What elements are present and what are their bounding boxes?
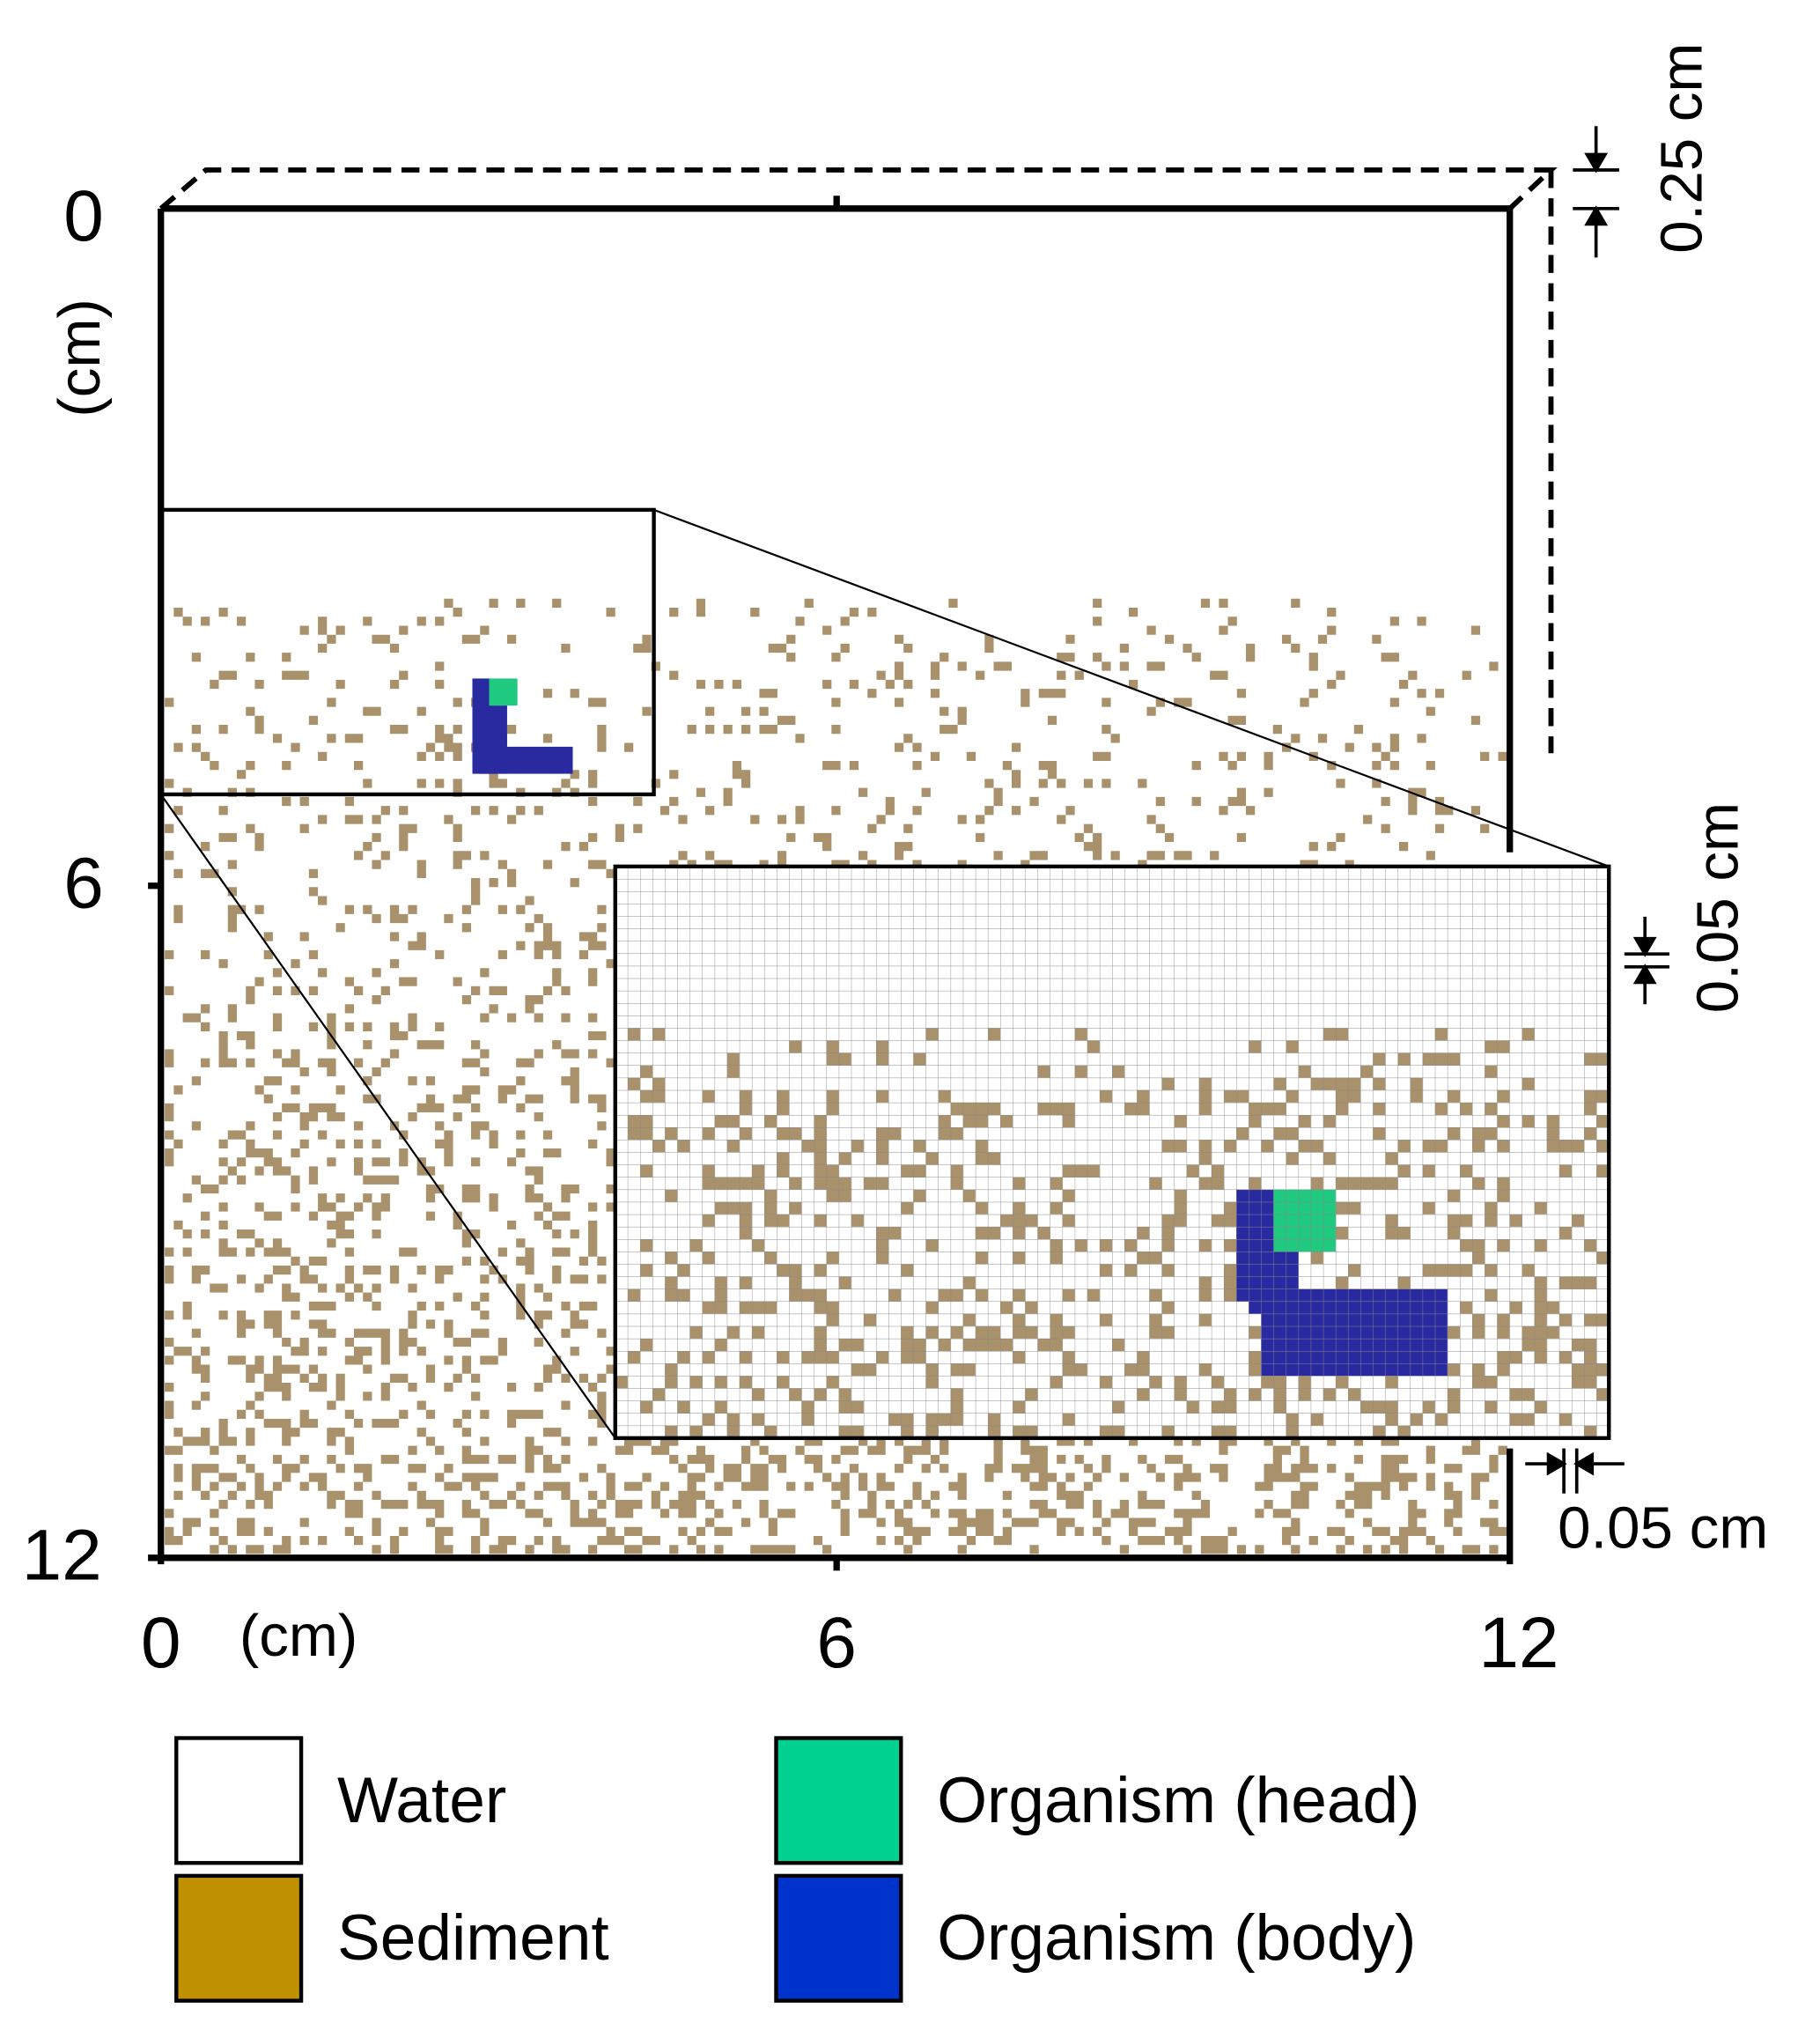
annotation: 0.25 cm <box>1649 43 1715 254</box>
legend-swatch <box>774 1873 903 2003</box>
zoom-region <box>158 507 656 797</box>
sediment-cells <box>165 598 1507 1554</box>
legend-swatch <box>174 1873 304 2003</box>
legend-label: Water <box>337 1765 506 1836</box>
depth-frame <box>158 167 1558 754</box>
organism-small <box>472 678 573 774</box>
dimension-marks <box>1525 126 1669 1494</box>
x-tick-label: 6 <box>816 1603 857 1683</box>
annotation: 0.05 cm <box>1685 802 1751 1013</box>
x-tick-label: 12 <box>1478 1603 1558 1683</box>
sediment-field <box>165 598 1507 1554</box>
annotation: 0.05 cm <box>1558 1495 1768 1561</box>
y-unit: (cm) <box>47 299 113 417</box>
legend-label: Organism (head) <box>937 1765 1419 1836</box>
legend-swatch <box>774 1736 903 1865</box>
legend-label: Organism (body) <box>937 1902 1416 1974</box>
y-tick-label: 12 <box>22 1515 102 1595</box>
zoom-lines <box>159 508 1610 1439</box>
legend-label: Sediment <box>337 1902 609 1974</box>
y-tick-label: 0 <box>63 176 104 256</box>
zoom-inset <box>613 864 1611 1441</box>
domain-frame <box>148 196 1514 1571</box>
x-tick-label: 0 <box>141 1603 181 1683</box>
y-tick-label: 6 <box>63 843 104 923</box>
legend: Water Sediment Organism (head) Organism (bo… <box>174 1736 1420 2003</box>
legend-swatch <box>174 1736 304 1865</box>
x-unit: (cm) <box>239 1603 357 1669</box>
